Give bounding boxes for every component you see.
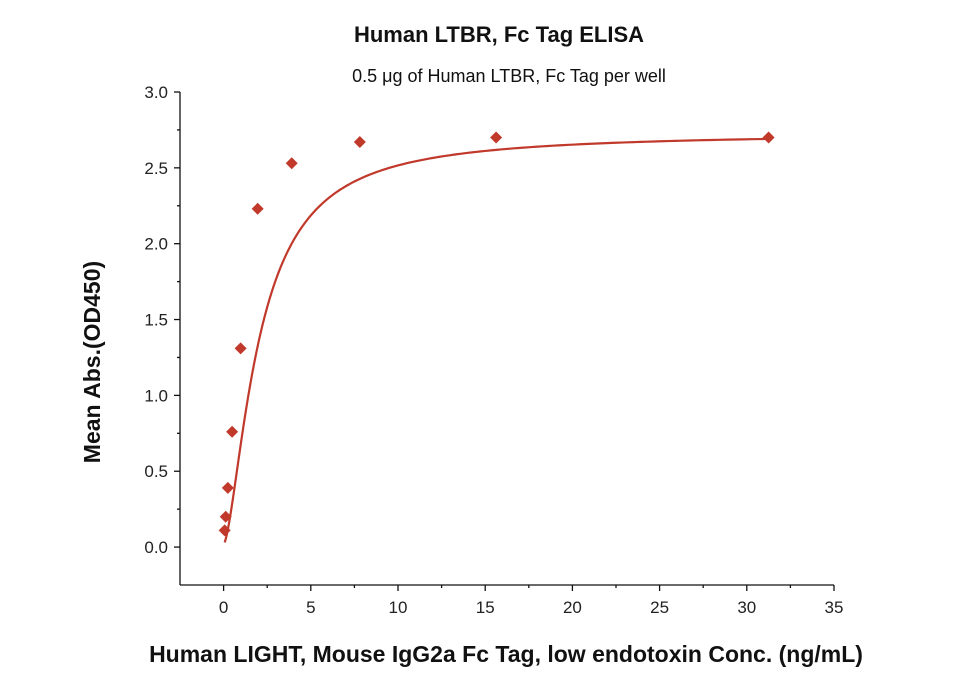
chart-subtitle: 0.5 μg of Human LTBR, Fc Tag per well — [352, 66, 666, 86]
data-point — [251, 202, 264, 215]
y-tick-label: 0.5 — [144, 462, 168, 481]
x-tick-label: 25 — [650, 598, 669, 617]
x-tick-label: 5 — [306, 598, 315, 617]
x-tick-label: 35 — [825, 598, 844, 617]
data-point — [353, 136, 366, 149]
y-tick-label: 0.0 — [144, 538, 168, 557]
y-tick-label: 3.0 — [144, 83, 168, 102]
x-ticks: 0 5 10 15 20 25 30 35 — [219, 585, 844, 617]
y-axis-label: Mean Abs.(OD450) — [79, 261, 105, 463]
y-tick-label: 2.5 — [144, 159, 168, 178]
data-point — [226, 425, 239, 438]
x-tick-label: 20 — [563, 598, 582, 617]
data-point — [285, 157, 298, 170]
x-tick-label: 10 — [389, 598, 408, 617]
data-point — [490, 131, 503, 144]
x-tick-label: 15 — [476, 598, 495, 617]
y-ticks: 0.0 0.5 1.0 1.5 2.0 2.5 3.0 — [144, 83, 180, 557]
data-point — [762, 131, 775, 144]
data-point — [234, 342, 247, 355]
x-tick-label: 30 — [737, 598, 756, 617]
chart-title: Human LTBR, Fc Tag ELISA — [354, 22, 644, 47]
x-axis-label: Human LIGHT, Mouse IgG2a Fc Tag, low end… — [149, 641, 863, 667]
y-tick-label: 1.0 — [144, 386, 168, 405]
axes — [179, 92, 834, 586]
data-point — [219, 510, 232, 523]
data-point — [221, 481, 234, 494]
fit-curve — [223, 137, 769, 543]
y-tick-label: 2.0 — [144, 235, 168, 254]
y-tick-label: 1.5 — [144, 311, 168, 330]
data-points — [218, 131, 775, 537]
x-tick-label: 0 — [219, 598, 228, 617]
data-point — [218, 524, 231, 537]
